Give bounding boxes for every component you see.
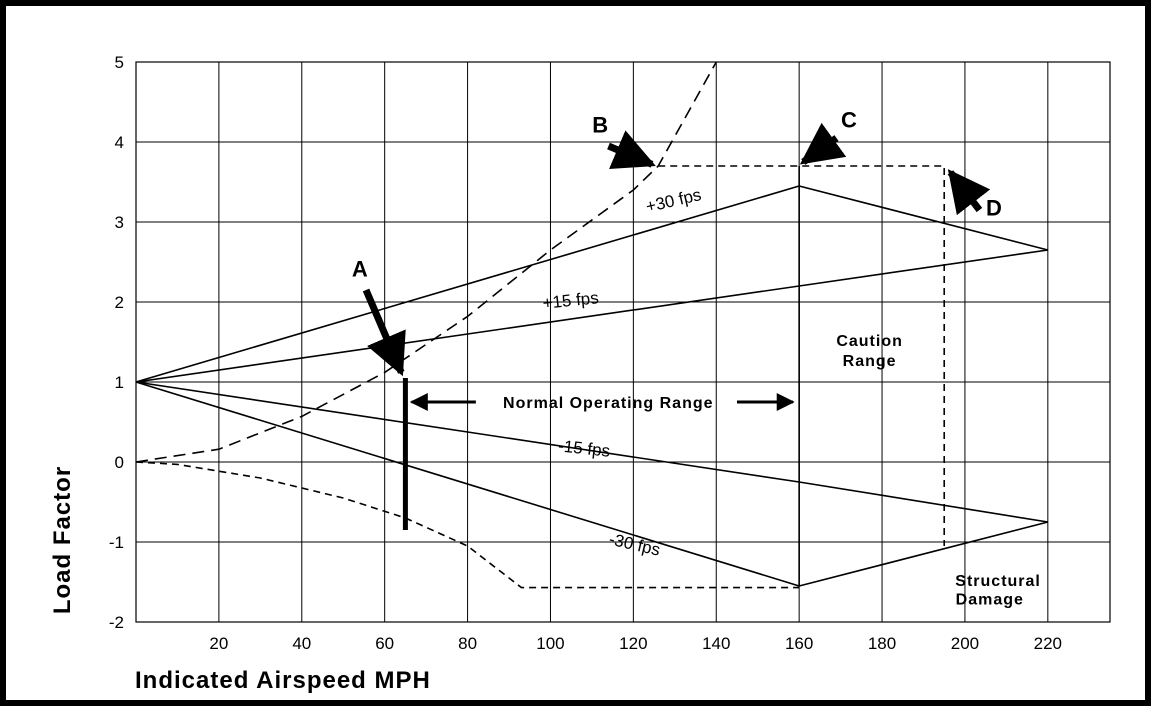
y-tick-label: 1 [115,373,124,392]
structural-damage-label-2: Damage [956,591,1024,608]
normal-operating-range-label: Normal Operating Range [503,395,713,412]
y-tick-label: 0 [115,453,124,472]
x-tick-label: 100 [536,634,564,653]
series-line-0 [135,185,1049,383]
x-tick-label: 20 [209,634,228,653]
series-label-minus15: -15 fps [557,436,611,460]
x-axis-title: Indicated Airspeed MPH [135,667,431,694]
series-label-minus30: -30 fps [607,530,662,560]
pointer-arrow-c [799,122,847,165]
grid: 20 40 60 80 100 120 140 160 180 200 220 -2 -1 0 1 2 3 4 5 [109,53,1111,653]
y-tick-label: 5 [115,53,124,72]
caution-range-label-2: Range [843,353,897,370]
annotations: +30 fps +15 fps -15 fps -30 fps Normal O… [352,108,1041,609]
series-line-1 [135,249,1048,383]
x-tick-label: 140 [702,634,730,653]
axis-titles: Indicated Airspeed MPH Load Factor [49,466,431,694]
point-label-a: A [352,256,368,281]
series-line-3 [135,381,1049,587]
x-tick-label: 40 [292,634,311,653]
y-tick-label: -2 [109,613,124,632]
x-tick-label: 80 [458,634,477,653]
series-label-plus30: +30 fps [644,185,703,216]
x-tick-label: 220 [1034,634,1062,653]
point-label-c: C [841,108,857,133]
pointer-arrow-a [362,288,406,377]
series-line-4 [135,61,717,463]
x-tick-label: 120 [619,634,647,653]
point-label-b: B [592,112,608,137]
x-tick-label: 160 [785,634,813,653]
y-axis-title: Load Factor [49,466,76,614]
pointer-arrow-d [947,169,991,216]
x-tick-label: 200 [951,634,979,653]
series-line-6 [135,461,800,589]
x-tick-label: 180 [868,634,896,653]
y-tick-label: 4 [115,133,124,152]
series-line-5 [658,165,946,546]
y-tick-label: 3 [115,213,124,232]
structural-damage-label-1: Structural [955,573,1041,590]
series-layer [135,61,1049,589]
x-tick-label: 60 [375,634,394,653]
point-label-d: D [986,196,1002,221]
caution-range-label-1: Caution [836,333,903,350]
pointer-arrow-b [607,130,656,170]
y-tick-label: 2 [115,293,124,312]
y-tick-label: -1 [109,533,124,552]
